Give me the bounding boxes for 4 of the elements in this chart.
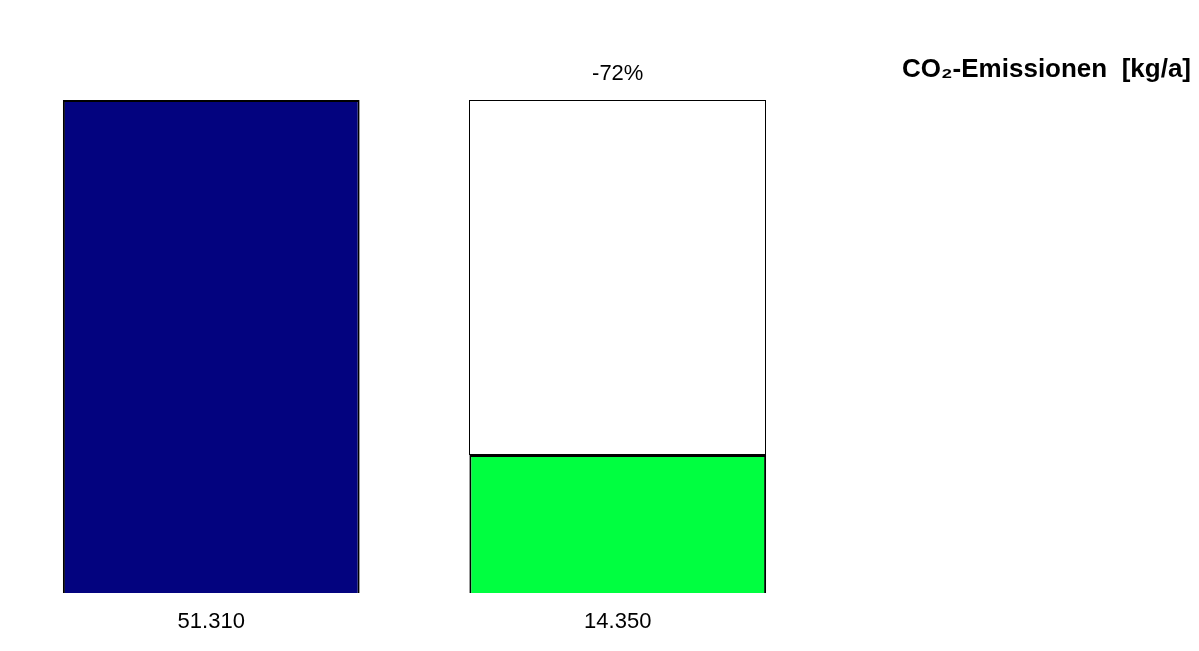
data-label: 51.310 [177, 608, 245, 634]
data-label: 14.350 [584, 608, 652, 634]
text: CO₂-Emissionen [kg/a] [902, 53, 1191, 84]
text: -72% [591, 60, 645, 86]
